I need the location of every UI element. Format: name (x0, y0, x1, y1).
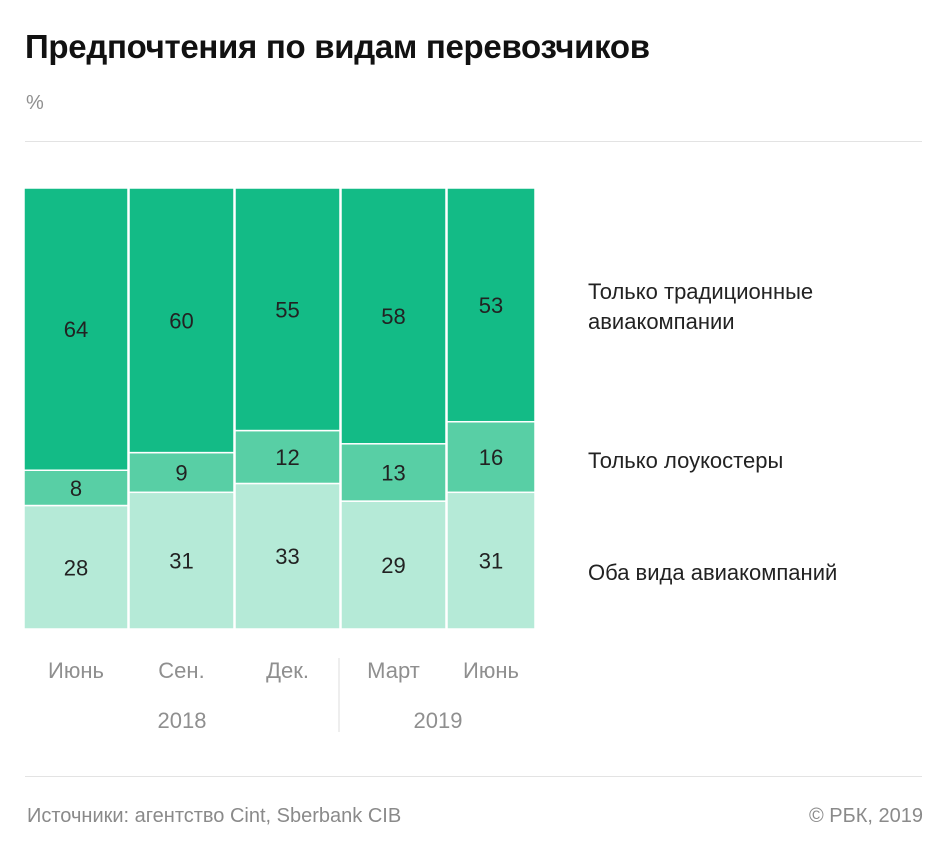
bar-segment-both (340, 500, 447, 630)
bottom-divider (25, 776, 922, 777)
data-label: 13 (381, 460, 405, 485)
bar-segment-both (23, 504, 129, 630)
data-label: 12 (275, 445, 299, 470)
data-label: 58 (381, 304, 405, 329)
bar-segment-traditional (340, 187, 447, 445)
x-tick-label: Июнь (48, 658, 104, 683)
data-label: 33 (275, 544, 299, 569)
bar-segment-traditional (446, 187, 536, 423)
bar-segment-both (446, 491, 536, 630)
data-label: 64 (64, 317, 88, 342)
bar-segment-traditional (234, 187, 341, 432)
legend-both: Оба вида авиакомпаний (588, 560, 838, 585)
x-tick-label: Сен. (158, 658, 204, 683)
x-tick-label: Дек. (266, 658, 309, 683)
year-group-label: 2019 (414, 708, 463, 733)
data-label: 16 (479, 445, 503, 470)
legend-traditional: Только традиционные авиакомпании (588, 279, 814, 334)
bar-segment-both (234, 482, 341, 630)
data-label: 53 (479, 293, 503, 318)
bar-segment-lowcost (446, 420, 536, 494)
year-group-label: 2018 (158, 708, 207, 733)
data-label: 8 (70, 476, 82, 501)
data-label: 60 (169, 308, 193, 333)
unit-label: % (26, 92, 44, 114)
bar-segment-traditional (23, 187, 129, 471)
copyright: © РБК, 2019 (808, 805, 923, 827)
bar-segment-lowcost (234, 429, 341, 485)
x-tick-label: Июнь (463, 658, 519, 683)
data-label: 31 (169, 549, 193, 574)
x-tick-label: Март (367, 658, 420, 683)
source-note: Источники: агентство Cint, Sberbank CIB (27, 805, 402, 827)
data-label: 28 (64, 555, 88, 580)
chart-title: Предпочтения по видам перевозчиков (25, 28, 650, 65)
data-label: 9 (175, 460, 187, 485)
legend-lowcost: Только лоукостеры (588, 448, 784, 473)
bar-segment-traditional (128, 187, 235, 454)
top-divider (25, 141, 922, 142)
data-label: 29 (381, 553, 405, 578)
data-label: 31 (479, 549, 503, 574)
data-label: 55 (275, 297, 299, 322)
bar-segment-lowcost (23, 469, 129, 507)
